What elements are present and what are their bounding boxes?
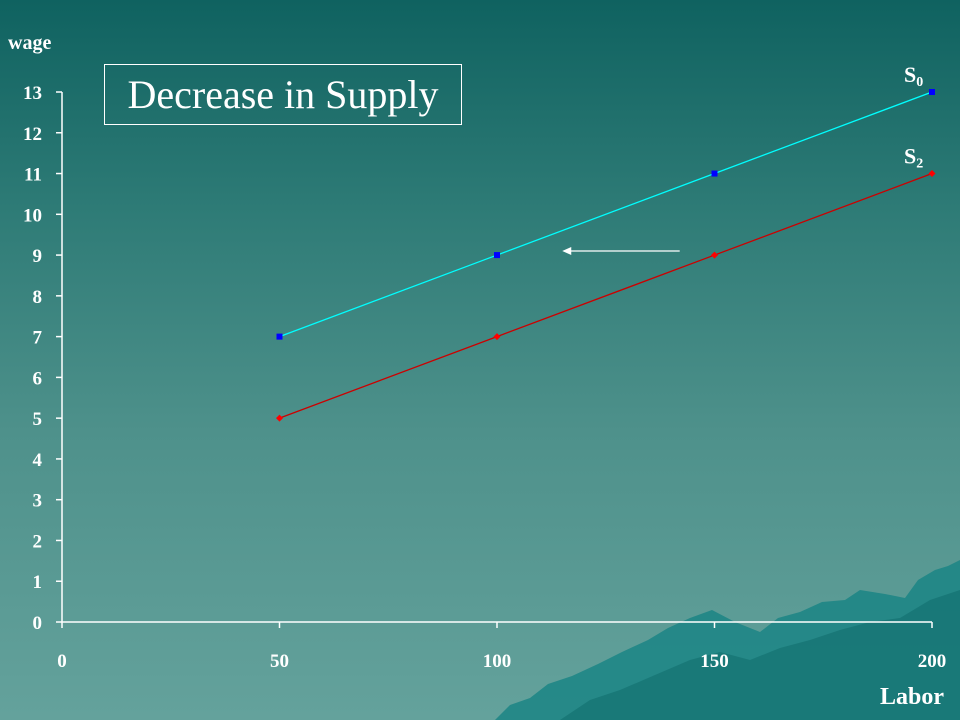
y-tick-label: 2 — [33, 531, 43, 552]
y-tick-label: 7 — [33, 328, 43, 349]
series-line — [279, 172, 933, 419]
series-label-sub: 2 — [916, 157, 923, 172]
y-tick-label: 12 — [23, 124, 42, 145]
y-tick-label: 13 — [23, 83, 42, 104]
series-label-sub: 0 — [916, 75, 923, 90]
shift-arrow-head — [562, 247, 572, 255]
y-tick-label: 3 — [33, 491, 43, 512]
data-point — [276, 333, 283, 340]
y-tick-label: 11 — [24, 165, 42, 186]
data-point — [929, 89, 935, 95]
x-tick-label: 200 — [918, 651, 947, 672]
x-tick-label: 0 — [57, 651, 67, 672]
slide-title: Decrease in Supply — [104, 64, 462, 125]
x-tick-label: 150 — [700, 651, 729, 672]
x-tick-label: 50 — [270, 651, 289, 672]
series-S2: S2 — [276, 144, 936, 422]
series-S0: S0 — [276, 62, 935, 340]
y-tick-label: 0 — [33, 613, 43, 634]
x-axis-title: Labor — [880, 684, 944, 710]
series-label-main: S — [904, 144, 916, 169]
y-tick-label: 10 — [23, 205, 42, 226]
y-tick-label: 9 — [33, 246, 43, 267]
y-tick-label: 6 — [33, 368, 43, 389]
chart-annotations — [562, 247, 680, 255]
y-tick-label: 1 — [33, 572, 43, 593]
data-point — [928, 170, 936, 178]
y-tick-label: 4 — [33, 450, 43, 471]
mountain-decoration — [495, 560, 960, 720]
data-point — [494, 252, 500, 259]
x-tick-label: 100 — [483, 651, 512, 672]
shift-arrow — [562, 247, 680, 255]
data-point — [276, 414, 283, 422]
y-tick-label: 5 — [33, 409, 43, 430]
data-point — [711, 170, 718, 177]
series-label: S2 — [904, 144, 923, 172]
series-label: S0 — [904, 62, 923, 90]
series-label-main: S — [904, 62, 916, 87]
y-tick-label: 8 — [33, 287, 43, 308]
data-point — [493, 333, 501, 341]
mountain-shadow — [560, 590, 960, 720]
y-axis-title: wage — [8, 32, 51, 54]
series-line — [279, 91, 933, 338]
data-point — [711, 251, 718, 259]
